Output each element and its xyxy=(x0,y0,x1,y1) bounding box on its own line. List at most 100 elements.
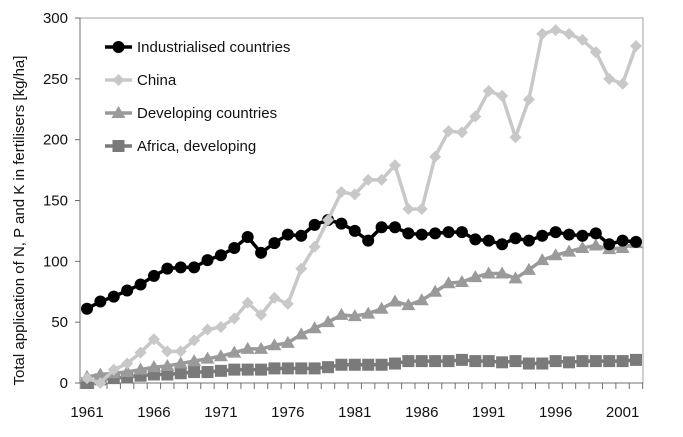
series-developing-countries xyxy=(80,236,643,382)
data-point-developing-countries xyxy=(361,306,376,319)
data-point-industrialised-countries xyxy=(335,217,348,230)
data-point-china xyxy=(429,150,442,163)
data-point-developing-countries xyxy=(615,240,630,253)
data-point-china xyxy=(402,203,415,216)
data-point-industrialised-countries xyxy=(362,234,375,247)
data-point-developing-countries xyxy=(240,341,255,354)
x-tick-label: 1986 xyxy=(405,404,438,421)
data-point-china xyxy=(362,173,375,186)
data-point-developing-countries xyxy=(414,293,429,306)
data-point-china xyxy=(134,346,147,359)
data-point-industrialised-countries xyxy=(255,246,268,259)
data-point-industrialised-countries xyxy=(429,227,442,240)
legend-marker-china xyxy=(112,74,125,86)
data-point-industrialised-countries xyxy=(214,249,227,262)
data-point-developing-countries xyxy=(548,248,563,261)
x-tick-label: 1996 xyxy=(539,404,572,421)
x-tick-label: 1976 xyxy=(271,404,304,421)
data-point-industrialised-countries xyxy=(241,231,254,243)
data-point-china xyxy=(308,240,321,253)
data-point-africa-developing xyxy=(496,356,509,369)
data-point-china xyxy=(121,357,134,370)
data-point-africa-developing xyxy=(322,361,335,374)
y-ticks: 0 50 100 150 200 250 300 xyxy=(43,10,80,392)
legend-label: Africa, developing xyxy=(137,138,256,155)
data-point-developing-countries xyxy=(347,309,362,322)
data-point-africa-developing xyxy=(415,355,428,368)
y-tick-label: 150 xyxy=(43,193,68,210)
data-point-industrialised-countries xyxy=(603,238,616,251)
legend: Industrialised countries China Developing … xyxy=(105,39,290,155)
data-point-industrialised-countries xyxy=(630,235,642,248)
data-point-industrialised-countries xyxy=(201,254,214,267)
data-point-industrialised-countries xyxy=(469,233,482,246)
data-point-industrialised-countries xyxy=(415,228,428,241)
data-point-china xyxy=(255,308,268,321)
x-tick-label: 1981 xyxy=(338,404,371,421)
data-point-africa-developing xyxy=(616,355,629,368)
data-point-developing-countries xyxy=(133,362,148,375)
data-point-china xyxy=(322,213,335,226)
data-point-africa-developing xyxy=(630,353,642,366)
data-point-developing-countries xyxy=(254,341,269,354)
data-point-china xyxy=(201,323,214,336)
data-point-developing-countries xyxy=(307,321,322,334)
legend-item-industrialised-countries: Industrialised countries xyxy=(105,39,290,56)
data-point-developing-countries xyxy=(468,270,483,283)
data-point-developing-countries xyxy=(200,351,215,364)
data-point-china xyxy=(107,363,120,376)
data-point-industrialised-countries xyxy=(536,229,549,242)
series-industrialised-countries xyxy=(81,213,642,315)
data-point-china xyxy=(174,345,187,358)
data-point-africa-developing xyxy=(161,368,174,381)
data-point-africa-developing xyxy=(402,355,415,368)
x-tick-label: 1966 xyxy=(137,404,170,421)
data-point-china xyxy=(188,334,201,347)
data-point-africa-developing xyxy=(589,355,602,368)
data-point-industrialised-countries xyxy=(107,290,120,303)
y-tick-label: 100 xyxy=(43,253,68,270)
data-point-china xyxy=(228,312,241,325)
legend-item-china: China xyxy=(105,72,177,89)
data-point-industrialised-countries xyxy=(228,241,241,254)
data-point-industrialised-countries xyxy=(161,262,174,275)
data-point-africa-developing xyxy=(308,362,321,375)
data-point-china xyxy=(589,46,602,59)
series-china xyxy=(81,24,642,389)
data-point-china xyxy=(482,85,495,97)
data-point-africa-developing xyxy=(268,362,281,375)
data-point-africa-developing xyxy=(442,355,455,368)
data-point-africa-developing xyxy=(255,363,268,376)
data-point-china xyxy=(496,89,509,102)
data-point-industrialised-countries xyxy=(295,229,308,242)
data-point-developing-countries xyxy=(160,358,175,371)
data-point-africa-developing xyxy=(348,358,361,371)
y-tick-label: 200 xyxy=(43,132,68,149)
data-point-industrialised-countries xyxy=(616,234,629,247)
data-point-china xyxy=(522,93,535,106)
y-tick-label: 0 xyxy=(60,375,68,392)
data-point-africa-developing xyxy=(576,355,589,368)
x-ticks: 1961 1966 1971 1976 1981 1986 1991 1996 2001 xyxy=(70,383,644,421)
data-point-china xyxy=(147,333,160,346)
data-point-industrialised-countries xyxy=(281,228,294,241)
data-point-china xyxy=(295,262,308,275)
data-point-africa-developing xyxy=(228,363,241,376)
data-point-industrialised-countries xyxy=(482,234,495,247)
data-point-china xyxy=(81,372,93,385)
data-point-developing-countries xyxy=(187,354,202,367)
data-point-china xyxy=(509,131,522,144)
y-axis-title: Total application of N, P and K in ferti… xyxy=(11,56,28,386)
data-point-developing-countries xyxy=(93,367,108,380)
data-point-china xyxy=(549,24,562,37)
data-point-china xyxy=(415,203,428,216)
x-tick-label: 2001 xyxy=(606,404,639,421)
data-point-africa-developing xyxy=(429,355,442,368)
data-point-africa-developing xyxy=(281,362,294,375)
data-point-africa-developing xyxy=(375,358,388,371)
data-point-china xyxy=(442,125,455,138)
data-point-developing-countries xyxy=(401,298,416,311)
data-point-developing-countries xyxy=(120,365,135,378)
data-point-china xyxy=(630,39,642,52)
